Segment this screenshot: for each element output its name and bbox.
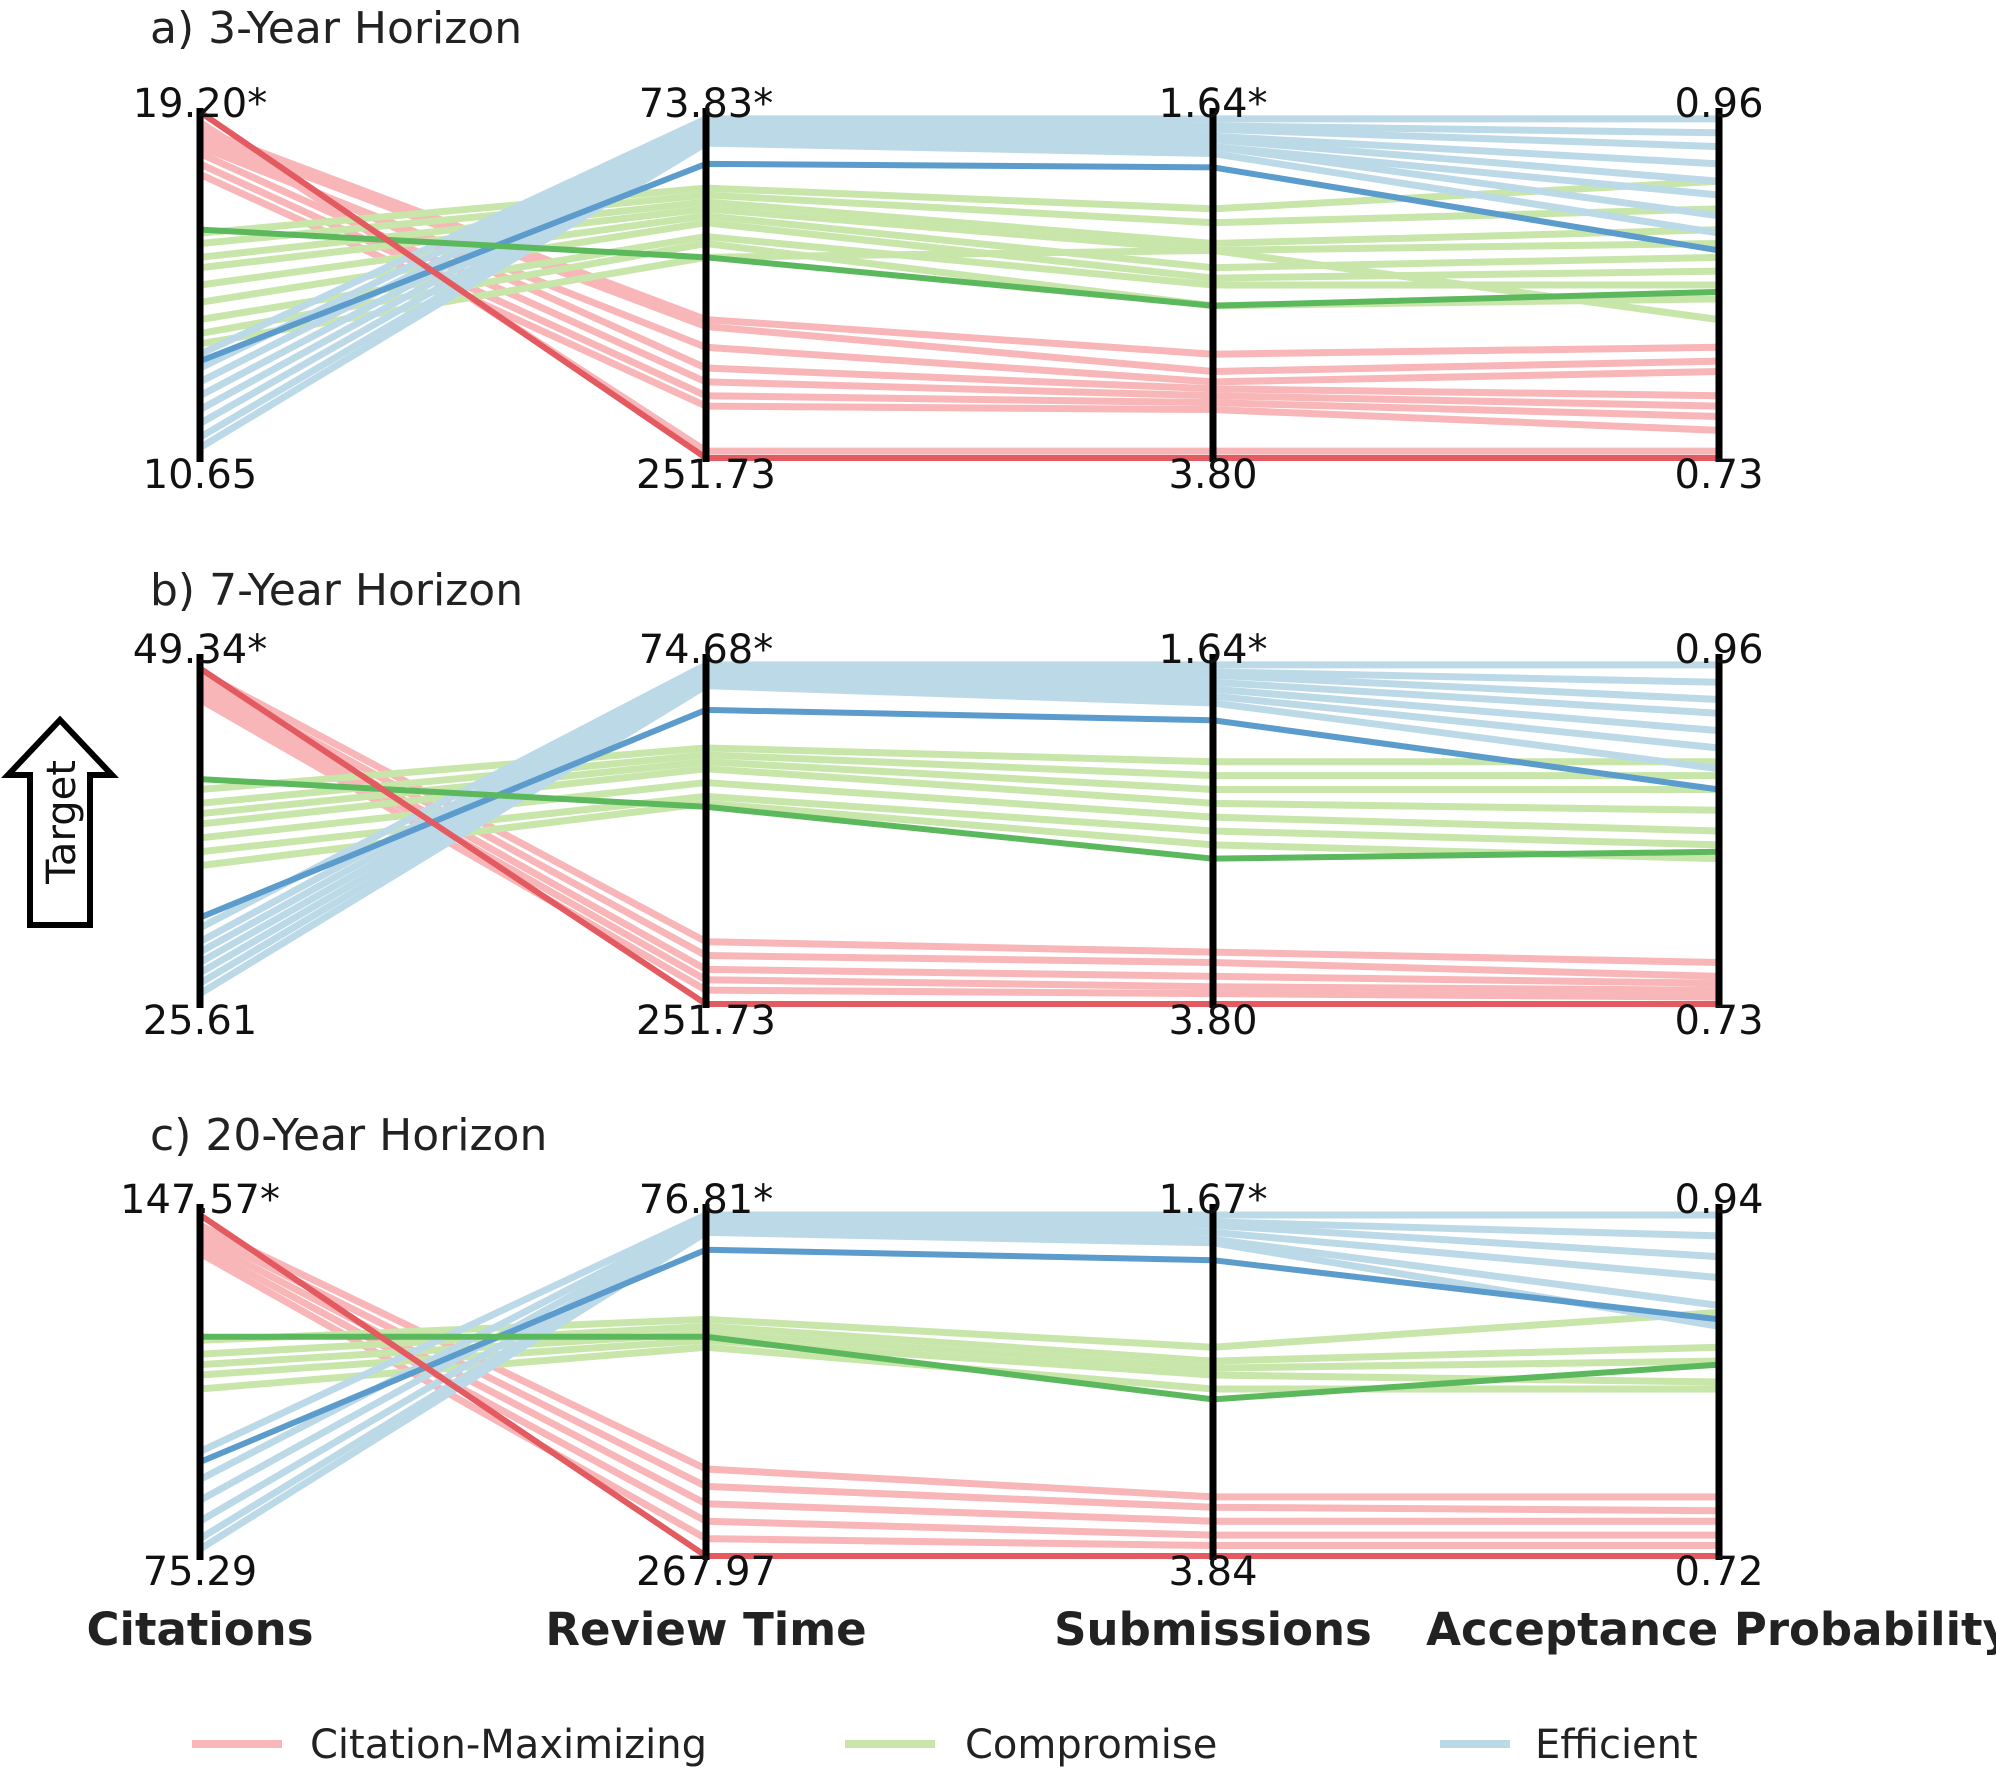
axis-top-label: 1.64* [1158, 81, 1267, 127]
axis-top-label: 1.64* [1158, 627, 1267, 673]
panel-2: b) 7-Year Horizon 49.34* 25.61 74.68* 251.73… [133, 565, 1764, 1044]
axis-top-label: 73.83* [639, 81, 774, 127]
series-line-comp-9 [199, 191, 1720, 247]
highlight-line-cit-2 [198, 109, 1719, 461]
panel-title: b) 7-Year Horizon [150, 565, 523, 616]
axis-bottom-label: 25.61 [143, 998, 258, 1044]
highlight-line-eff-0 [198, 1246, 1720, 1465]
series-line-eff-17 [198, 115, 1719, 358]
series-line-comp-5 [199, 744, 1719, 793]
axis-top-label: 0.94 [1674, 1177, 1763, 1223]
target-label: Target [39, 760, 85, 885]
highlight-line-cit-2 [198, 665, 1719, 1007]
target-arrow-shape [1, 715, 119, 928]
axis-bottom-label: 3.84 [1168, 1549, 1257, 1595]
series-line-cit-4 [198, 1250, 1719, 1550]
axis-top-label: 0.96 [1674, 627, 1763, 673]
series-line-eff-10 [198, 1211, 1719, 1455]
highlight-line-cit-2 [198, 1212, 1719, 1559]
axis-names: Citations Review Time Submissions Accept… [87, 1603, 1996, 1656]
series-line-eff-16 [198, 675, 1720, 976]
axis-top-label: 147.57* [120, 1177, 280, 1223]
panel-title: c) 20-Year Horizon [150, 1110, 547, 1161]
series-line-eff-13 [198, 1221, 1720, 1525]
axis-top-label: 49.34* [133, 627, 268, 673]
axis-bottom-label: 3.80 [1168, 998, 1257, 1044]
panel-1: a) 3-Year Horizon 19.20* 10.65 73.83* 251.73… [133, 3, 1764, 498]
highlight-line-comp-1 [199, 776, 1720, 862]
axis-bottom-label: 0.72 [1674, 1549, 1763, 1595]
series-line-eff-12 [198, 1218, 1720, 1504]
axis-name-citations: Citations [87, 1603, 314, 1656]
axis-name-acceptance-probability: Acceptance Probability [1426, 1603, 1996, 1656]
series-line-eff-15 [198, 671, 1720, 966]
axis-top-label: 0.96 [1674, 81, 1763, 127]
legend-label-citation-maximizing: Citation-Maximizing [310, 1722, 707, 1768]
highlight-line-comp-1 [200, 1333, 1720, 1403]
axis-bottom-label: 0.73 [1674, 452, 1763, 498]
axis-name-submissions: Submissions [1054, 1603, 1372, 1656]
axis-top-label: 76.81* [639, 1177, 774, 1223]
series-line-cit-0 [198, 126, 1720, 358]
highlight-line-eff-0 [198, 706, 1720, 921]
axis-top-label: 19.20* [133, 81, 268, 127]
panels: a) 3-Year Horizon 19.20* 10.65 73.83* 251.73… [120, 3, 1764, 1595]
axis-bottom-label: 3.80 [1168, 452, 1257, 498]
highlight-line-eff-0 [198, 160, 1720, 364]
axis-bottom-label: 75.29 [143, 1549, 258, 1595]
axis-bottom-label: 251.73 [636, 998, 776, 1044]
legend-label-efficient: Efficient [1535, 1722, 1698, 1768]
series-line-eff-15 [198, 1228, 1720, 1553]
highlight-line-comp-1 [199, 226, 1720, 309]
series-line-comp-16 [199, 246, 1720, 348]
series-line-comp-10 [199, 198, 1720, 261]
legend: Citation-Maximizing Compromise Efficient [192, 1722, 1698, 1768]
series-line-eff-12 [198, 661, 1719, 931]
axis-bottom-label: 0.73 [1674, 998, 1763, 1044]
series-line-comp-6 [199, 1322, 1720, 1365]
axis-top-label: 74.68* [639, 627, 774, 673]
axis-name-review-time: Review Time [545, 1603, 866, 1656]
panel-3: c) 20-Year Horizon 147.57* 75.29 76.81* 267.… [120, 1110, 1764, 1595]
legend-label-compromise: Compromise [965, 1722, 1217, 1768]
series-line-comp-6 [199, 751, 1719, 807]
axis-bottom-label: 267.97 [636, 1549, 776, 1595]
series-line-eff-21 [198, 129, 1720, 413]
series-line-eff-19 [198, 122, 1720, 386]
axis-bottom-label: 10.65 [143, 452, 258, 498]
axis-bottom-label: 251.73 [636, 452, 776, 498]
series-line-eff-24 [198, 139, 1720, 451]
panel-title: a) 3-Year Horizon [150, 3, 522, 54]
axis-top-label: 1.67* [1158, 1177, 1267, 1223]
target-arrow: Target [1, 715, 119, 928]
series-line-cit-4 [198, 696, 1720, 1001]
series-line-comp-7 [199, 758, 1719, 818]
